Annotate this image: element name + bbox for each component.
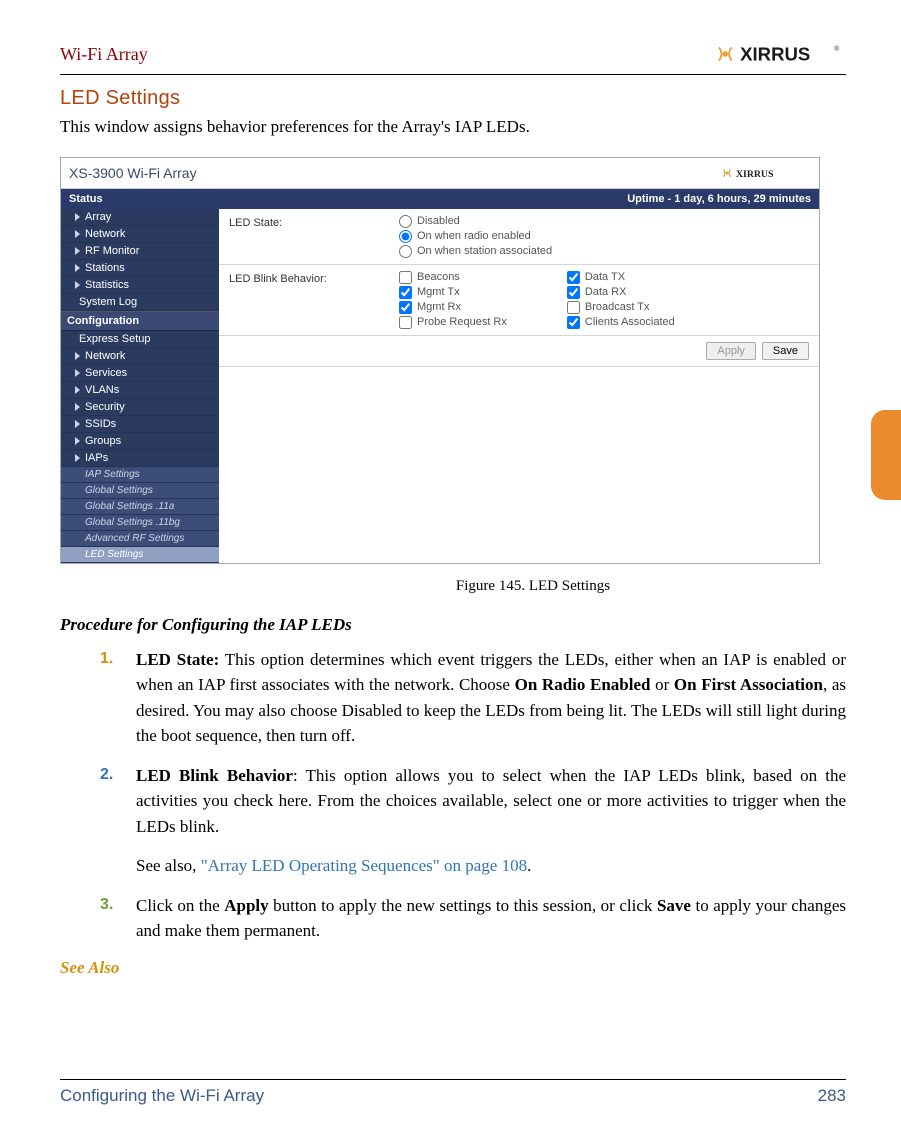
caret-icon <box>75 437 80 445</box>
procedure-step-2: 2. LED Blink Behavior: This option allow… <box>60 763 846 840</box>
cross-ref-link[interactable]: "Array LED Operating Sequences" on page … <box>201 856 527 875</box>
screenshot-product: XS-3900 Wi-Fi Array <box>69 165 197 181</box>
radio-on-radio-enabled[interactable]: On when radio enabled <box>399 230 552 243</box>
chk-mgmt-rx[interactable]: Mgmt Rx <box>399 301 507 314</box>
screenshot-container: XS-3900 Wi-Fi Array XIRRUS Status Uptime… <box>60 157 820 564</box>
caret-icon <box>75 454 80 462</box>
chk-clients-assoc[interactable]: Clients Associated <box>567 316 675 329</box>
chk-mgmt-tx[interactable]: Mgmt Tx <box>399 286 507 299</box>
save-button[interactable]: Save <box>762 342 809 360</box>
sidebar-item-statistics[interactable]: Statistics <box>61 277 219 294</box>
section-intro: This window assigns behavior preferences… <box>60 116 846 139</box>
caret-icon <box>75 369 80 377</box>
step-body: LED State: This option determines which … <box>136 647 846 749</box>
sidebar-sub-iap-settings[interactable]: IAP Settings <box>61 467 219 483</box>
procedure-heading: Procedure for Configuring the IAP LEDs <box>60 615 846 635</box>
sidebar-item-system-log[interactable]: System Log <box>61 294 219 311</box>
sidebar-item-services[interactable]: Services <box>61 365 219 382</box>
caret-icon <box>75 230 80 238</box>
sidebar-sub-advanced-rf[interactable]: Advanced RF Settings <box>61 531 219 547</box>
form-row-led-state: LED State: Disabled On when radio enable… <box>219 209 819 265</box>
procedure-step-3: 3. Click on the Apply button to apply th… <box>60 893 846 944</box>
sidebar-item-ssids[interactable]: SSIDs <box>61 416 219 433</box>
sidebar-item-groups[interactable]: Groups <box>61 433 219 450</box>
step-body: LED Blink Behavior: This option allows y… <box>136 763 846 840</box>
label-led-state: LED State: <box>229 215 399 258</box>
caret-icon <box>75 403 80 411</box>
sidebar-item-security[interactable]: Security <box>61 399 219 416</box>
screenshot-statusbar: Status Uptime - 1 day, 6 hours, 29 minut… <box>61 189 819 209</box>
caret-icon <box>75 352 80 360</box>
step-number: 1. <box>100 647 136 749</box>
status-left: Status <box>69 193 103 205</box>
status-right: Uptime - 1 day, 6 hours, 29 minutes <box>627 193 811 205</box>
caret-icon <box>75 281 80 289</box>
button-row: Apply Save <box>219 336 819 367</box>
footer-left: Configuring the Wi-Fi Array <box>60 1086 264 1106</box>
sidebar-sub-global-11a[interactable]: Global Settings .11a <box>61 499 219 515</box>
radio-disabled[interactable]: Disabled <box>399 215 552 228</box>
sidebar-section-configuration: Configuration <box>61 311 219 331</box>
screenshot-titlebar: XS-3900 Wi-Fi Array XIRRUS <box>61 158 819 189</box>
sidebar-item-rf-monitor[interactable]: RF Monitor <box>61 243 219 260</box>
sidebar-item-network[interactable]: Network <box>61 226 219 243</box>
section-title: LED Settings <box>60 87 846 110</box>
page-footer: Configuring the Wi-Fi Array 283 <box>60 1079 846 1106</box>
sidebar-item-array[interactable]: Array <box>61 209 219 226</box>
sidebar-sub-global-11bg[interactable]: Global Settings .11bg <box>61 515 219 531</box>
sidebar-item-cfg-network[interactable]: Network <box>61 348 219 365</box>
sidebar-item-iaps[interactable]: IAPs <box>61 450 219 467</box>
sidebar-nav: Array Network RF Monitor Stations Statis… <box>61 209 219 563</box>
screenshot-main: LED State: Disabled On when radio enable… <box>219 209 819 563</box>
caret-icon <box>75 264 80 272</box>
chk-data-rx[interactable]: Data RX <box>567 286 675 299</box>
sidebar-sub-global[interactable]: Global Settings <box>61 483 219 499</box>
sidebar-item-vlans[interactable]: VLANs <box>61 382 219 399</box>
see-also-heading: See Also <box>60 958 846 978</box>
label-blink: LED Blink Behavior: <box>229 271 399 329</box>
see-also-inline: See also, "Array LED Operating Sequences… <box>136 853 846 879</box>
header-product: Wi-Fi Array <box>60 44 148 65</box>
step-body: Click on the Apply button to apply the n… <box>136 893 846 944</box>
sidebar-sub-led-settings[interactable]: LED Settings <box>61 547 219 563</box>
svg-text:®: ® <box>834 44 840 53</box>
caret-icon <box>75 420 80 428</box>
caret-icon <box>75 247 80 255</box>
procedure-step-1: 1. LED State: This option determines whi… <box>60 647 846 749</box>
chk-beacons[interactable]: Beacons <box>399 271 507 284</box>
page-header: Wi-Fi Array XIRRUS ® <box>60 40 846 75</box>
caret-icon <box>75 386 80 394</box>
sidebar-item-express-setup[interactable]: Express Setup <box>61 331 219 348</box>
chk-broadcast-tx[interactable]: Broadcast Tx <box>567 301 675 314</box>
radio-on-station-associated[interactable]: On when station associated <box>399 245 552 258</box>
svg-text:XIRRUS: XIRRUS <box>736 169 774 180</box>
chk-probe-rx[interactable]: Probe Request Rx <box>399 316 507 329</box>
mini-logo: XIRRUS <box>721 164 811 182</box>
sidebar-item-stations[interactable]: Stations <box>61 260 219 277</box>
chk-data-tx[interactable]: Data TX <box>567 271 675 284</box>
caret-icon <box>75 213 80 221</box>
step-number: 3. <box>100 893 136 944</box>
footer-page-number: 283 <box>818 1086 846 1106</box>
page-tab-marker <box>871 410 901 500</box>
apply-button[interactable]: Apply <box>706 342 756 360</box>
figure-caption: Figure 145. LED Settings <box>220 578 846 595</box>
brand-logo: XIRRUS ® <box>716 40 846 68</box>
svg-text:XIRRUS: XIRRUS <box>740 44 810 65</box>
form-row-blink: LED Blink Behavior: Beacons Mgmt Tx Mgmt… <box>219 265 819 336</box>
step-number: 2. <box>100 763 136 840</box>
